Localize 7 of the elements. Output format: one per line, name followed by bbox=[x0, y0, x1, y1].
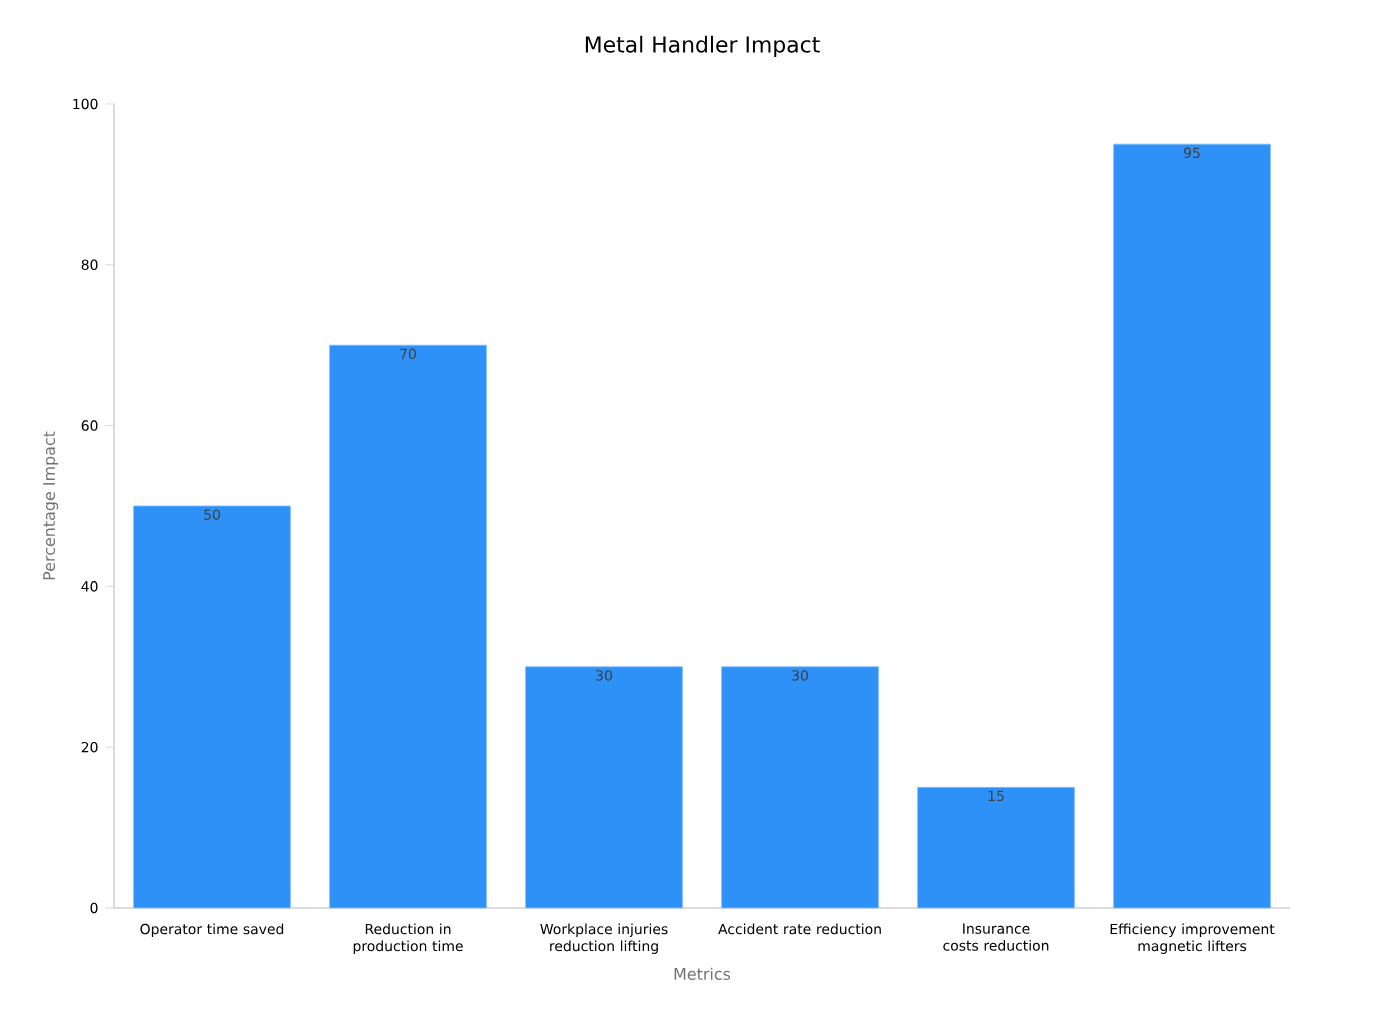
chart-title: Metal Handler Impact bbox=[585, 35, 820, 57]
bar bbox=[1113, 143, 1271, 909]
bar bbox=[133, 505, 291, 909]
bar bbox=[721, 666, 879, 909]
bar bbox=[917, 786, 1075, 909]
bar bbox=[329, 344, 487, 909]
bar bbox=[525, 666, 683, 909]
